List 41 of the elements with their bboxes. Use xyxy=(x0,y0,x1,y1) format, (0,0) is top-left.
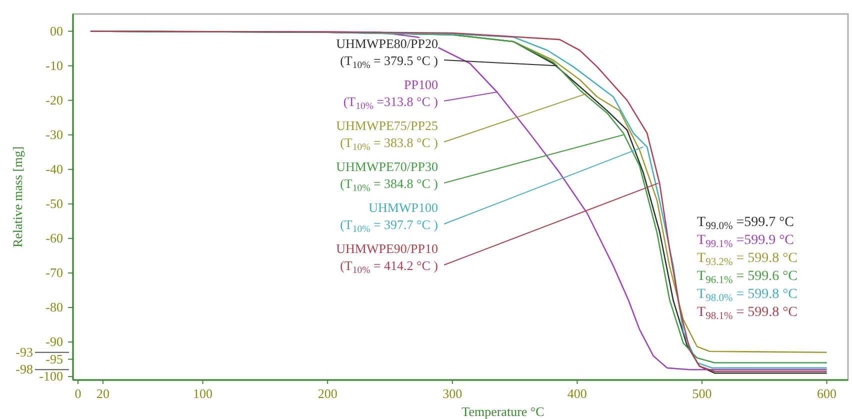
y-tick-label: -95 xyxy=(46,351,63,366)
y-tick-label: -60 xyxy=(46,230,63,246)
y-tick-label: -10 xyxy=(46,58,63,73)
y-tick-label: -40 xyxy=(46,161,63,176)
y-tick-label: -50 xyxy=(46,196,63,211)
text: UHMWPE75/PP25 xyxy=(336,118,438,133)
y-tick-label: -30 xyxy=(46,126,63,142)
annotation: (T$_{10%}$ = 384.8 °C ) xyxy=(340,176,438,194)
annotation: T$_{99.1%}$ =599.9 °C xyxy=(697,233,794,250)
annotation: (T$_{10%}$ = 379.5 °C ) xyxy=(340,53,438,70)
x-axis-title: Temperature °C xyxy=(462,404,544,419)
y-tick-label: -100 xyxy=(39,368,63,384)
y-tick-label: 00 xyxy=(50,23,63,38)
y-tick-label: -20 xyxy=(46,92,63,108)
y-tick-label: -70 xyxy=(46,264,63,280)
x-tick-label: 0 xyxy=(74,386,82,401)
annotation: T$_{99.0%}$ =599.7 °C xyxy=(697,215,794,232)
annotation: (T$_{10%}$ = 383.8 °C ) xyxy=(340,135,438,152)
annotation: (T$_{10%}$ = 397.7 °C ) xyxy=(340,217,438,234)
y-tick-label: -90 xyxy=(46,334,63,350)
x-tick-label: 300 xyxy=(442,386,462,401)
x-tick-label: 600 xyxy=(817,386,837,401)
annotation: (T$_{10%}$ = 414.2 °C ) xyxy=(340,258,438,276)
y-axis-title: Relative mass [mg] xyxy=(10,146,25,248)
x-tick-label: 200 xyxy=(318,386,338,401)
text: PP100 xyxy=(404,77,438,92)
x-tick-label: 20 xyxy=(96,386,110,401)
annotation: (T$_{10%}$ =313.8 °C ) xyxy=(343,94,438,112)
text: UHMWPE90/PP10 xyxy=(336,241,438,256)
text: UHMWP100 xyxy=(368,200,438,215)
text: UHMWPE70/PP30 xyxy=(336,159,438,174)
annotation: T$_{96.1%}$ = 599.6 °C xyxy=(697,269,798,286)
annotation: T$_{98.0%}$ = 599.8 °C xyxy=(697,287,798,304)
y-tick-label: -80 xyxy=(46,299,63,314)
annotation: T$_{93.2%}$ = 599.8 °C xyxy=(697,251,798,268)
x-tick-label: 400 xyxy=(567,386,587,401)
x-tick-label: 100 xyxy=(193,386,213,401)
x-tick-label: 500 xyxy=(692,386,712,401)
annotation: T$_{98.1%}$ = 599.8 °C xyxy=(697,305,798,322)
ref-line-label: -93 xyxy=(16,344,33,360)
ref-line-label: -98 xyxy=(16,362,33,377)
